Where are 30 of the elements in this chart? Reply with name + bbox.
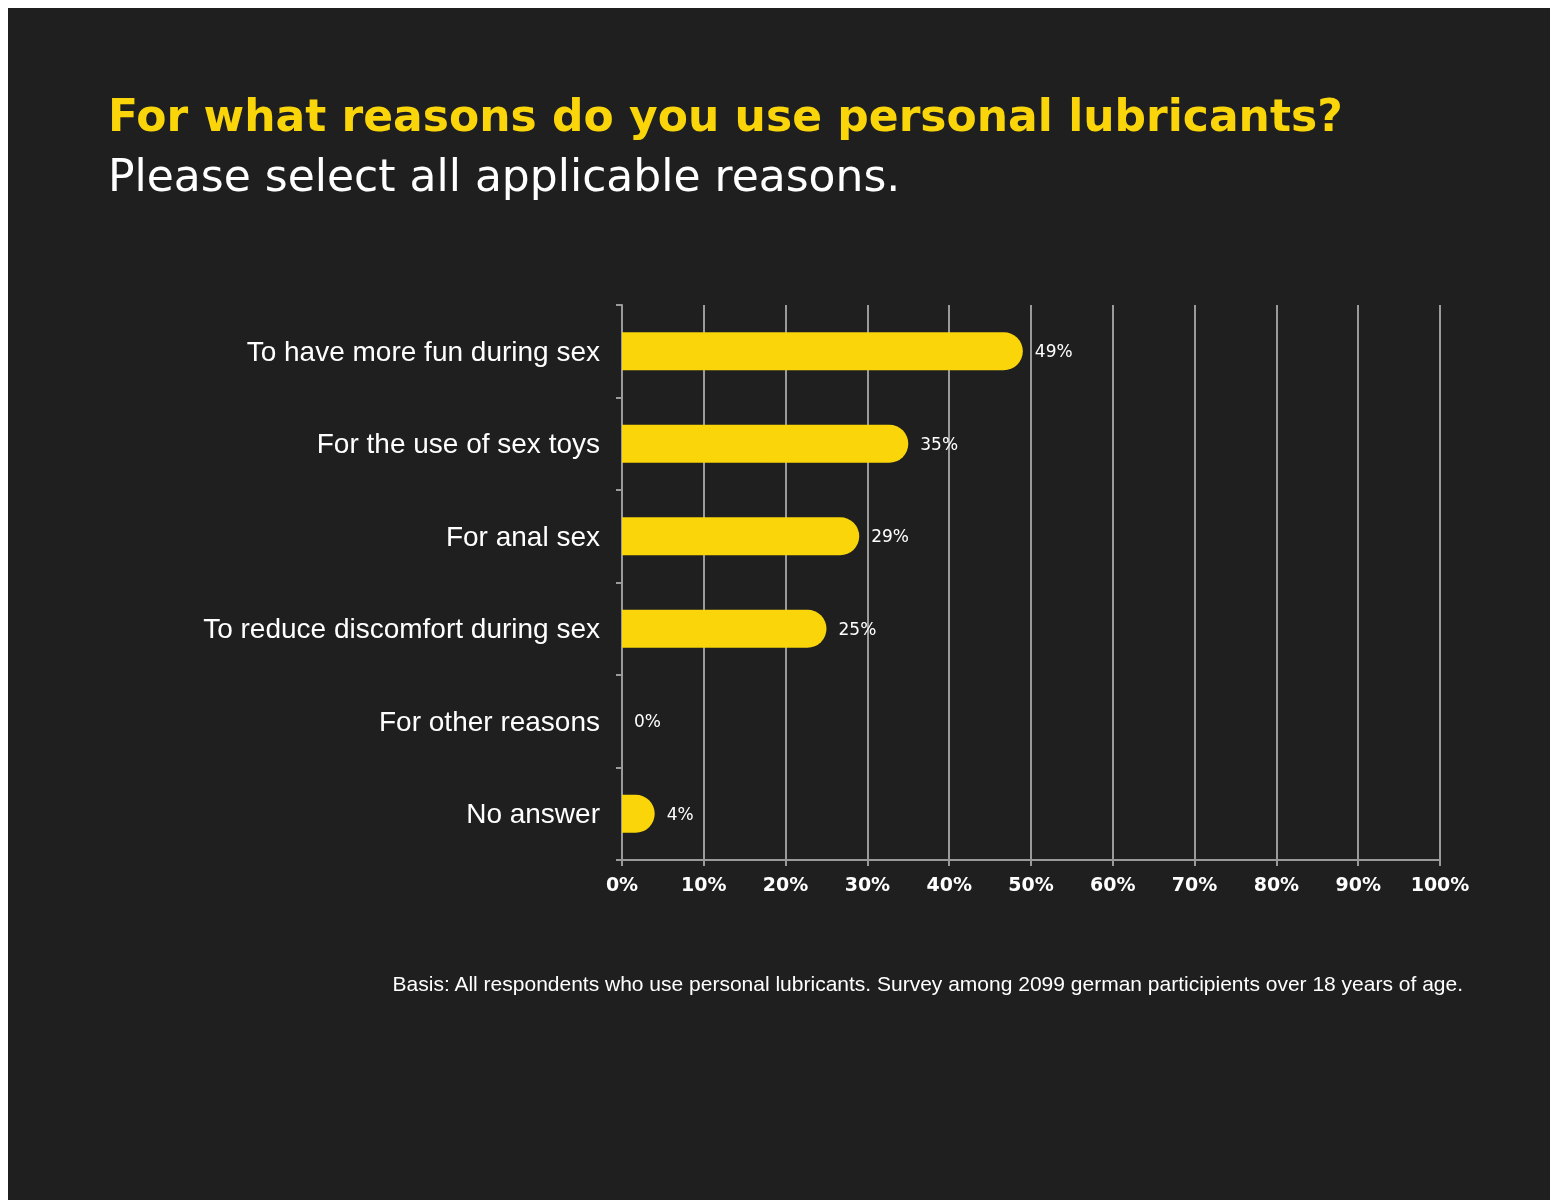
x-tick-label: 50% bbox=[1008, 872, 1054, 895]
bar bbox=[622, 609, 827, 648]
x-tick-label: 70% bbox=[1171, 872, 1218, 895]
y-tick-label: To have more fun during sex bbox=[246, 335, 600, 367]
x-tick-label: 60% bbox=[1090, 872, 1136, 895]
data-label: 49% bbox=[1034, 341, 1073, 362]
data-label: 0% bbox=[634, 711, 661, 732]
x-tick-label: 100% bbox=[1410, 872, 1470, 895]
data-label: 35% bbox=[920, 433, 959, 454]
x-tick-label: 10% bbox=[681, 872, 727, 895]
y-tick-label: For the use of sex toys bbox=[316, 428, 600, 460]
bar bbox=[622, 332, 1023, 371]
chart-title: For what reasons do you use personal lubricants? bbox=[108, 89, 1343, 141]
bar bbox=[622, 517, 860, 556]
chart-subtitle: Please select all applicable reasons. bbox=[108, 149, 901, 201]
x-tick-label: 90% bbox=[1335, 872, 1381, 895]
y-tick-label: To reduce discomfort during sex bbox=[203, 613, 600, 645]
y-tick-label: For other reasons bbox=[379, 705, 600, 737]
data-label: 4% bbox=[666, 803, 694, 824]
x-tick-label: 20% bbox=[762, 872, 809, 895]
x-tick-label: 80% bbox=[1253, 872, 1300, 895]
data-label: 29% bbox=[871, 526, 910, 547]
text: Basis: All respondents who use personal lubricants. Survey among 2099 german participients over 18 years of age. bbox=[392, 972, 1463, 995]
x-tick-label: 40% bbox=[926, 872, 972, 895]
x-tick-label: 30% bbox=[844, 872, 891, 895]
y-tick-label: No answer bbox=[466, 798, 600, 830]
data-label: 25% bbox=[838, 618, 877, 639]
x-tick-label: 0% bbox=[605, 872, 639, 895]
y-tick-label: For anal sex bbox=[445, 520, 600, 552]
bar bbox=[622, 424, 909, 463]
